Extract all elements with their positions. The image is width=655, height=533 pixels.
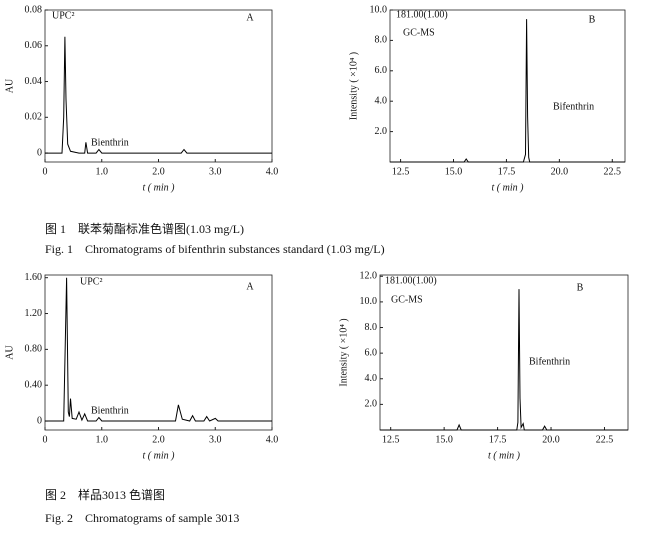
x-axis-label: t ( min )	[492, 182, 525, 193]
annotation: Bienthrin	[91, 405, 129, 416]
y-axis-label: Intensity ( ×10⁴ )	[348, 52, 359, 120]
y-tick-label: 8.0	[365, 322, 378, 333]
y-tick-label: 1.20	[25, 308, 43, 319]
x-tick-label: 4.0	[266, 166, 279, 177]
x-tick-label: 3.0	[209, 166, 222, 177]
y-tick-label: 0	[37, 415, 42, 426]
annotation: A	[246, 281, 254, 292]
x-tick-label: 1.0	[96, 166, 109, 177]
x-axis-label: t ( min )	[143, 182, 176, 193]
y-axis-label: AU	[4, 78, 15, 93]
x-tick-label: 0	[43, 166, 48, 177]
x-tick-label: 20.0	[551, 166, 569, 177]
y-tick-label: 0.80	[25, 344, 43, 355]
x-tick-label: 22.5	[604, 166, 622, 177]
y-tick-label: 2.0	[365, 399, 378, 410]
annotation: UPC²	[52, 10, 74, 21]
y-tick-label: 4.0	[365, 373, 378, 384]
caption: Fig. 1 Chromatograms of bifenthrin subst…	[45, 242, 385, 256]
trace	[380, 289, 628, 431]
annotation: 181.00(1.00)	[396, 9, 448, 20]
caption: 图 1 联苯菊酯标准色谱图(1.03 mg/L)	[45, 222, 244, 236]
y-tick-label: 12.0	[360, 271, 378, 282]
y-tick-label: 6.0	[375, 65, 388, 76]
y-tick-label: 0.02	[25, 112, 43, 123]
trace	[390, 19, 625, 163]
x-tick-label: 1.0	[96, 434, 109, 445]
y-axis-label: AU	[4, 345, 15, 360]
y-tick-label: 0.08	[25, 4, 43, 15]
y-tick-label: 0.06	[25, 40, 43, 51]
y-tick-label: 1.60	[25, 272, 43, 283]
y-tick-label: 0.04	[25, 76, 43, 87]
y-tick-label: 10.0	[370, 4, 388, 15]
trace	[45, 277, 272, 422]
trace	[45, 36, 272, 154]
x-tick-label: 0	[43, 434, 48, 445]
annotation: B	[577, 282, 584, 293]
x-axis-label: t ( min )	[488, 450, 521, 461]
plot-frame	[44, 274, 273, 431]
y-tick-label: 4.0	[375, 95, 388, 106]
x-tick-label: 15.0	[435, 434, 453, 445]
x-tick-label: 2.0	[152, 434, 165, 445]
annotation: Bienthrin	[91, 137, 129, 148]
x-tick-label: 2.0	[152, 166, 165, 177]
x-tick-label: 12.5	[382, 434, 400, 445]
x-tick-label: 4.0	[266, 434, 279, 445]
y-tick-label: 6.0	[365, 347, 378, 358]
y-tick-label: 2.0	[375, 126, 388, 137]
x-tick-label: 17.5	[498, 166, 516, 177]
caption: Fig. 2 Chromatograms of sample 3013	[45, 511, 240, 525]
y-tick-label: 0.40	[25, 379, 43, 390]
annotation: A	[246, 12, 254, 23]
caption: 图 2 样品3013 色谱图	[45, 488, 166, 502]
y-tick-label: 10.0	[360, 296, 378, 307]
x-tick-label: 3.0	[209, 434, 222, 445]
plot-frame	[44, 9, 273, 163]
annotation: GC-MS	[403, 27, 435, 38]
annotation: UPC²	[80, 276, 102, 287]
annotation: B	[589, 14, 596, 25]
y-tick-label: 0	[37, 147, 42, 158]
x-axis-label: t ( min )	[143, 450, 176, 461]
annotation: 181.00(1.00)	[385, 275, 437, 286]
x-tick-label: 15.0	[445, 166, 463, 177]
y-tick-label: 8.0	[375, 35, 388, 46]
annotation: GC-MS	[391, 294, 423, 305]
x-tick-label: 17.5	[489, 434, 507, 445]
annotation: Bifenthrin	[529, 356, 570, 367]
x-tick-label: 12.5	[392, 166, 410, 177]
annotation: Bifenthrin	[553, 101, 594, 112]
x-tick-label: 22.5	[596, 434, 614, 445]
x-tick-label: 20.0	[542, 434, 560, 445]
y-axis-label: Intensity ( ×10⁴ )	[338, 318, 349, 386]
